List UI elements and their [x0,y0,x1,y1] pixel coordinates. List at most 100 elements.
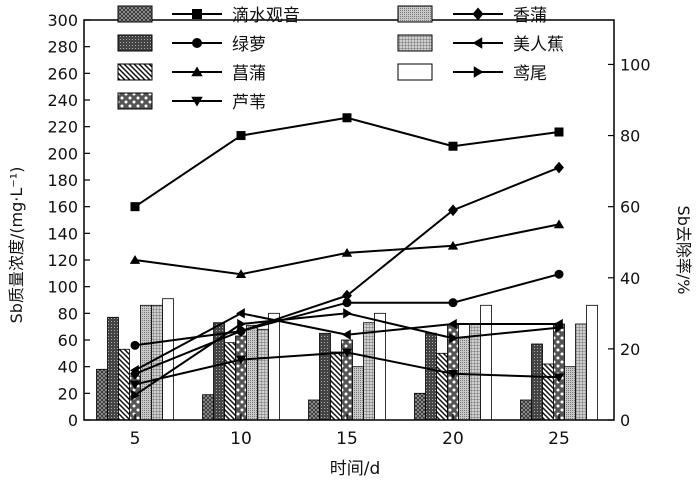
bar-香蒲-10 [246,324,258,421]
left-y-tick-label-120: 120 [47,251,78,270]
point-芦苇-10 [235,355,247,365]
point-滴水观音-25 [554,127,564,137]
point-鸢尾-10 [237,318,246,330]
left-y-tick-label-80: 80 [58,304,78,323]
right-y-tick-label-60: 60 [620,198,640,217]
point-芦苇-25 [553,373,565,383]
point-鸢尾-15 [343,308,352,319]
point-鸢尾-20 [449,333,458,344]
legend-label-香蒲: 香蒲 [513,6,547,26]
point-绿萝-15 [342,298,352,308]
bar-菖蒲-15 [330,351,342,421]
x-tick-label-5: 5 [130,429,141,449]
bar-鸢尾-25 [586,304,598,421]
legend-label-芦苇: 芦苇 [232,93,266,113]
bar-绿萝-15 [319,332,331,421]
x-tick-label-25: 25 [548,429,570,449]
bar-菖蒲-20 [436,352,448,421]
bar-鸢尾-15 [374,312,386,421]
point-滴水观音-15 [342,113,352,123]
left-y-tick-label-160: 160 [47,198,78,217]
point-菖蒲-20 [447,240,459,250]
point-美人蕉-20 [448,318,457,330]
axes-layer: 0204060801001201401601802002202402602803… [47,11,650,449]
point-香蒲-20 [448,204,458,217]
point-美人蕉-5 [130,365,139,376]
plot-frame [83,19,615,421]
bar-香蒲-25 [564,366,576,421]
legend-swatch-菖蒲 [117,63,153,81]
point-美人蕉-15 [342,329,351,340]
point-滴水观音-10 [236,131,246,141]
left-y-tick-label-40: 40 [58,358,78,377]
left-y-tick-label-140: 140 [47,224,78,243]
bar-绿萝-20 [425,332,437,421]
bar-鸢尾-10 [268,312,280,421]
bar-滴水观音-25 [520,399,532,421]
right-y-tick-label-0: 0 [620,411,630,430]
legend-marker-滴水观音 [192,9,202,19]
point-滴水观音-20 [448,141,458,151]
left-y-tick-label-280: 280 [47,38,78,57]
bar-芦苇-10 [235,335,247,421]
right-y-tick-label-100: 100 [620,55,651,74]
point-绿萝-20 [448,298,458,308]
lines-layer [129,113,565,401]
point-芦苇-5 [129,380,141,390]
bar-美人蕉-25 [575,323,587,421]
bar-美人蕉-20 [469,323,481,421]
left-y-tick-label-200: 200 [47,144,78,163]
point-芦苇-20 [447,369,459,379]
right-y-tick-label-40: 40 [620,269,640,288]
point-香蒲-25 [554,161,564,174]
legend-swatch-香蒲 [397,5,433,23]
left-y-tick-label-240: 240 [47,91,78,110]
point-菖蒲-5 [129,255,141,264]
bar-香蒲-20 [458,336,470,421]
bar-菖蒲-5 [118,348,130,421]
legend-marker-菖蒲 [191,66,203,77]
legend-swatch-芦苇 [117,92,153,110]
legend-marker-绿萝 [192,38,202,48]
bar-鸢尾-20 [480,304,492,421]
point-菖蒲-10 [235,269,247,279]
legend-marker-鸢尾 [473,66,484,78]
bar-滴水观音-10 [202,394,214,421]
bar-滴水观音-5 [96,368,108,421]
point-菖蒲-25 [553,219,565,229]
left-y-tick-label-220: 220 [47,118,78,137]
x-tick-label-10: 10 [230,429,252,449]
right-y-tick-label-80: 80 [620,127,640,146]
point-香蒲-15 [342,289,352,302]
legend-label-绿萝: 绿萝 [232,35,266,55]
x-tick-label-20: 20 [442,429,464,449]
bar-香蒲-15 [352,366,364,421]
x-axis-label: 时间/d [330,459,381,479]
left-y-tick-label-0: 0 [68,411,78,430]
legend-marker-美人蕉 [472,37,483,49]
bar-绿萝-25 [531,343,543,421]
right-y-axis-label: Sb去除率/% [674,206,693,295]
legend-swatch-美人蕉 [397,34,433,52]
legend-label-鸢尾: 鸢尾 [513,64,547,84]
left-y-axis-label: Sb质量浓度/(mg·L⁻¹) [7,167,26,324]
left-y-tick-label-60: 60 [58,331,78,350]
legend-marker-香蒲 [472,7,484,21]
legend-label-滴水观音: 滴水观音 [232,6,300,26]
legend-label-美人蕉: 美人蕉 [513,35,564,55]
bar-菖蒲-10 [224,342,236,421]
point-芦苇-15 [341,348,353,358]
point-菖蒲-15 [341,247,353,257]
point-美人蕉-10 [236,308,245,319]
left-y-tick-label-260: 260 [47,64,78,83]
legend-swatch-鸢尾 [397,63,433,81]
bar-滴水观音-20 [414,392,426,421]
left-y-tick-label-20: 20 [58,384,78,403]
bar-芦苇-25 [553,323,565,421]
x-tick-label-15: 15 [336,429,358,449]
point-绿萝-5 [130,340,140,350]
point-绿萝-25 [554,269,564,279]
legend-swatch-滴水观音 [117,5,153,23]
